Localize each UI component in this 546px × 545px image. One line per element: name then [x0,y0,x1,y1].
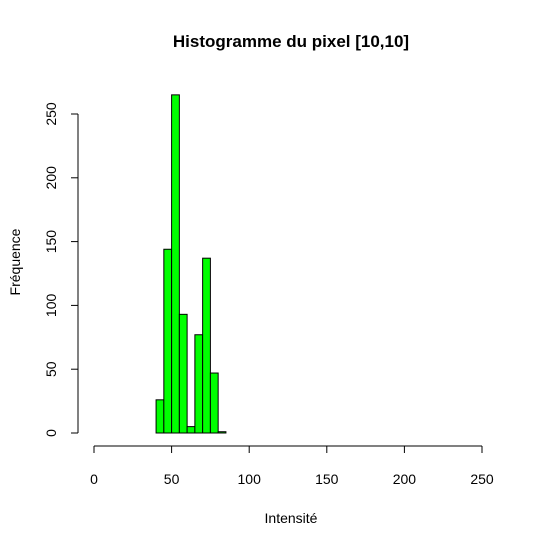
x-axis-label: Intensité [265,510,318,526]
y-tick-label-2: 100 [43,294,59,318]
x-tick-label-5: 250 [470,471,494,487]
histogram-bar-4 [186,426,196,434]
x-tick-label-3: 150 [315,471,339,487]
y-tick-label-0: 0 [43,429,59,437]
y-tick-label-5: 250 [43,102,59,126]
y-tick-label-1: 50 [43,361,59,377]
y-tick-label-4: 200 [43,166,59,190]
x-tick-label-0: 0 [90,471,98,487]
x-tick-label-2: 100 [238,471,262,487]
histogram-bar-2 [171,94,180,434]
bars-group [155,94,227,434]
histogram-bar-0 [155,399,165,434]
histogram-bar-5 [194,334,204,434]
x-tick-label-4: 200 [393,471,417,487]
x-axis: 0 50 100 150 200 250 [90,445,494,487]
chart-title: Histogramme du pixel [10,10] [173,32,409,51]
histogram-bar-7 [209,372,219,434]
y-tick-label-3: 150 [43,230,59,254]
histogram-bar-8 [217,431,227,434]
histogram-bar-1 [163,248,173,434]
histogram-bar-6 [202,257,211,434]
x-tick-label-1: 50 [164,471,180,487]
histogram-bar-3 [178,313,188,434]
y-axis: 0 50 100 150 200 250 [43,102,79,437]
y-axis-label: Fréquence [7,228,23,295]
